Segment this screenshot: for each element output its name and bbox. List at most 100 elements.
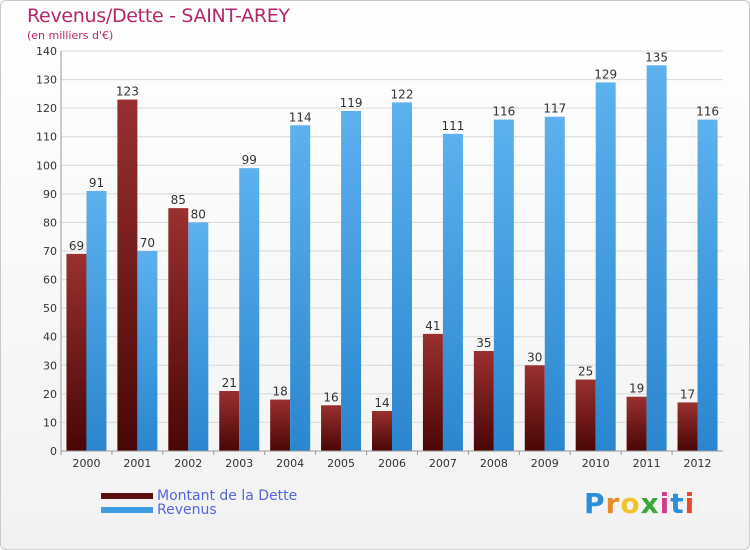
data-label: 135 [645,50,668,64]
data-label: 111 [441,119,464,133]
data-label: 30 [527,350,542,364]
logo-letter: x [640,487,660,520]
data-label: 17 [680,387,695,401]
data-label: 69 [69,239,84,253]
logo-letter: P [584,487,606,520]
chart-title: Revenus/Dette - SAINT-AREY [27,5,290,27]
bar-revenus [86,191,107,451]
y-axis-ticks: 0 10 20 30 40 50 60 70 80 90 100 110 120 130 140 [36,45,57,458]
data-label: 80 [191,207,206,221]
y-tick-label: 0 [50,445,57,458]
data-label: 21 [222,376,237,390]
bar-dette [321,405,342,451]
y-tick-label: 10 [43,416,57,429]
bar-dette [270,399,291,451]
bar-dette [473,351,494,451]
data-label: 99 [242,153,257,167]
x-tick-label: 2009 [531,457,559,470]
y-tick-label: 40 [43,331,57,344]
chart-subtitle: (en milliers d'€) [27,29,114,42]
x-axis-ticks: 2000 2001 2002 2003 2004 2005 2006 2007 2008 2009… [60,451,712,470]
data-label: 117 [543,102,566,116]
y-tick-label: 80 [43,216,57,229]
data-label: 85 [171,193,186,207]
bar-revenus [697,119,718,452]
data-labels: 69 91 123 70 85 80 21 99 18 114 16 119 14 122 41 111 35 1… [69,50,719,410]
y-tick-label: 130 [36,74,57,87]
legend-item-dette: Montant de la Dette [101,488,297,504]
bar-revenus [544,116,565,451]
data-label: 119 [340,96,363,110]
bars [66,65,718,452]
data-label: 25 [578,365,593,379]
y-tick-label: 110 [36,131,57,144]
data-label: 14 [374,396,389,410]
bar-revenus [646,65,667,452]
bar-revenus [341,111,362,451]
legend-label-dette: Montant de la Dette [157,488,298,504]
data-label: 116 [696,105,719,119]
data-label: 19 [629,382,644,396]
y-tick-label: 50 [43,302,57,315]
bar-revenus [493,119,514,452]
bar-revenus [595,82,616,451]
y-tick-label: 20 [43,388,57,401]
legend-label-revenus: Revenus [157,502,217,518]
legend-swatch-dette [101,493,153,499]
x-tick-label: 2001 [123,457,151,470]
bar-revenus [188,222,209,451]
y-tick-label: 60 [43,274,57,287]
x-tick-label: 2012 [684,457,712,470]
x-tick-label: 2004 [276,457,304,470]
y-tick-label: 90 [43,188,57,201]
logo-letter: t [670,487,685,520]
data-label: 129 [594,67,617,81]
data-label: 122 [391,87,414,101]
data-label: 35 [476,336,491,350]
data-label: 41 [425,319,440,333]
data-label: 114 [289,110,312,124]
x-tick-label: 2003 [225,457,253,470]
bar-revenus [239,168,260,451]
data-label: 91 [89,176,104,190]
bar-dette [626,396,647,451]
logo-letter: o [620,487,641,520]
bar-dette [66,253,87,451]
data-label: 18 [273,385,288,399]
logo-letter: r [605,487,621,520]
logo-letter: i [684,487,696,520]
x-tick-label: 2011 [633,457,661,470]
bar-revenus [442,133,463,451]
data-label: 16 [323,390,338,404]
bar-dette [575,379,596,451]
x-tick-label: 2002 [174,457,202,470]
y-tick-label: 120 [36,102,57,115]
data-label: 116 [492,105,515,119]
x-tick-label: 2008 [480,457,508,470]
data-label: 70 [140,236,155,250]
bar-dette [168,208,189,451]
bar-dette [372,411,392,451]
proxiti-logo: Proxiti [584,487,695,520]
bar-dette [422,333,443,451]
y-tick-label: 30 [43,359,57,372]
bar-revenus [290,125,311,452]
bar-revenus [392,102,412,451]
y-tick-label: 140 [36,45,57,58]
legend-swatch-revenus [101,507,153,513]
bar-dette [677,402,698,451]
logo-letter: i [659,487,671,520]
bar-dette [524,365,545,451]
y-tick-label: 70 [43,245,57,258]
x-tick-label: 2007 [429,457,457,470]
x-tick-label: 2010 [582,457,610,470]
y-tick-label: 100 [36,159,57,172]
bar-dette [219,391,240,451]
x-tick-label: 2005 [327,457,355,470]
bar-dette [117,99,138,452]
x-tick-label: 2006 [378,457,406,470]
data-label: 123 [116,85,139,99]
legend-item-revenus: Revenus [101,502,217,518]
